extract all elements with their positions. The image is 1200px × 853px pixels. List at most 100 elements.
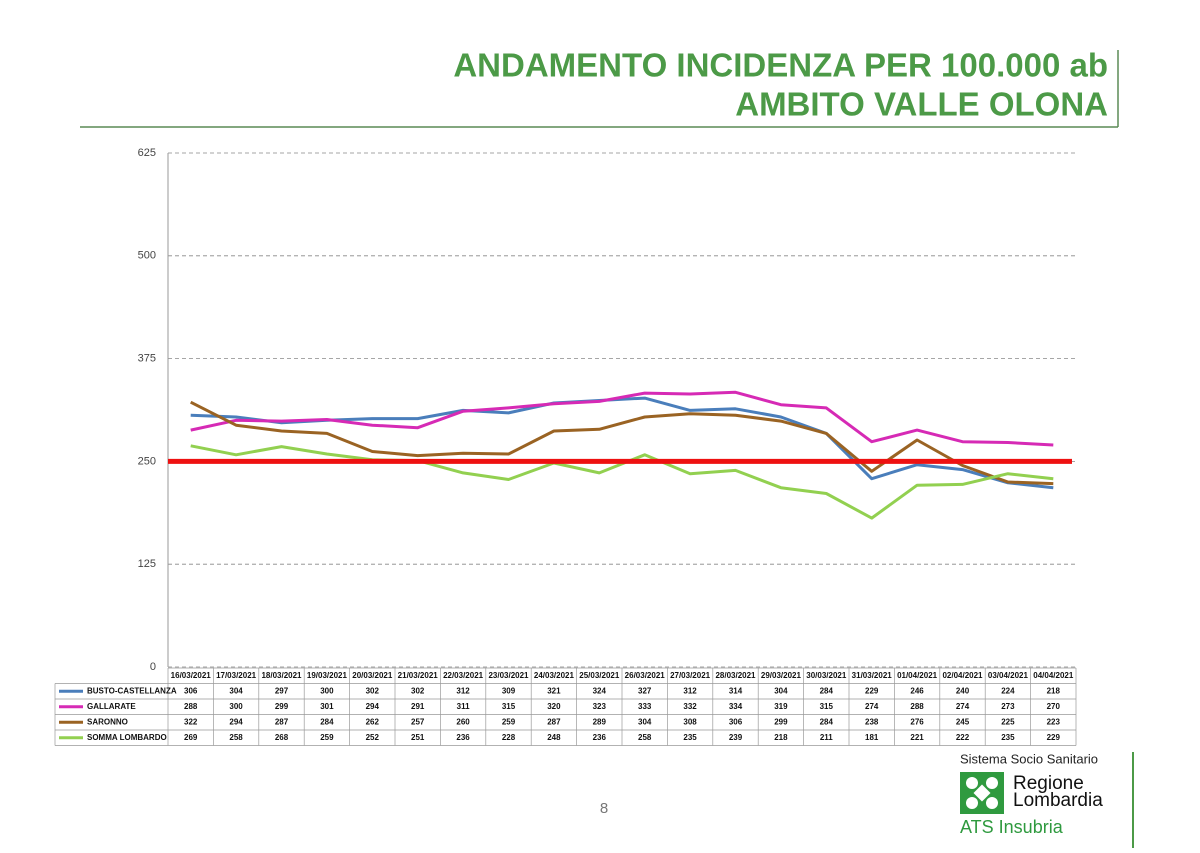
table-cell: 223 <box>1047 717 1061 726</box>
x-tick-label: 19/03/2021 <box>307 671 348 680</box>
table-cell: 288 <box>184 702 198 711</box>
x-tick-label: 18/03/2021 <box>261 671 302 680</box>
table-cell: 287 <box>275 717 289 726</box>
table-cell: 306 <box>184 686 198 695</box>
table-cell: 245 <box>956 717 970 726</box>
table-cell: 321 <box>547 686 561 695</box>
table-cell: 260 <box>456 717 470 726</box>
table-cell: 304 <box>638 717 652 726</box>
table-cell: 294 <box>229 717 243 726</box>
x-tick-label: 27/03/2021 <box>670 671 711 680</box>
table-cell: 258 <box>229 733 243 742</box>
table-cell: 302 <box>411 686 425 695</box>
table-cell: 269 <box>184 733 198 742</box>
table-cell: 284 <box>320 717 334 726</box>
table-cell: 181 <box>865 733 879 742</box>
page-number: 8 <box>600 800 608 817</box>
table-cell: 284 <box>820 717 834 726</box>
table-cell: 297 <box>275 686 289 695</box>
table-cell: 289 <box>593 717 607 726</box>
series-line <box>190 390 1054 447</box>
table-cell: 333 <box>638 702 652 711</box>
table-cell: 304 <box>774 686 788 695</box>
table-cell: 229 <box>1047 733 1061 742</box>
series-line <box>190 444 1054 520</box>
x-tick-label: 17/03/2021 <box>216 671 257 680</box>
table-cell: 222 <box>956 733 970 742</box>
logo-text: Regione <box>1013 773 1084 794</box>
x-tick-label: 28/03/2021 <box>715 671 756 680</box>
table-cell: 314 <box>729 686 743 695</box>
table-cell: 288 <box>910 702 924 711</box>
logo-text: Lombardia <box>1013 790 1103 811</box>
x-tick-label: 01/04/2021 <box>897 671 938 680</box>
x-tick-label: 30/03/2021 <box>806 671 847 680</box>
logo-text: Sistema Socio Sanitario <box>960 751 1098 766</box>
y-tick-label: 250 <box>138 455 156 467</box>
table-cell: 262 <box>366 717 380 726</box>
table-cell: 332 <box>683 702 697 711</box>
table-cell: 322 <box>184 717 198 726</box>
table-cell: 252 <box>366 733 380 742</box>
table-cell: 315 <box>820 702 834 711</box>
table-cell: 276 <box>910 717 924 726</box>
table-cell: 284 <box>820 686 834 695</box>
logo-text: ATS Insubria <box>960 817 1064 837</box>
table-cell: 259 <box>320 733 334 742</box>
table-cell: 334 <box>729 702 743 711</box>
table-cell: 300 <box>320 686 334 695</box>
table-cell: 229 <box>865 686 879 695</box>
x-tick-label: 20/03/2021 <box>352 671 393 680</box>
x-tick-label: 25/03/2021 <box>579 671 620 680</box>
title: ANDAMENTO INCIDENZA PER 100.000 ab <box>453 47 1108 84</box>
table-cell: 236 <box>456 733 470 742</box>
table-cell: 246 <box>910 686 924 695</box>
x-tick-label: 26/03/2021 <box>625 671 666 680</box>
x-tick-label: 24/03/2021 <box>534 671 575 680</box>
table-cell: 301 <box>320 702 334 711</box>
table-cell: 270 <box>1047 702 1061 711</box>
table-cell: 240 <box>956 686 970 695</box>
table-cell: 324 <box>593 686 607 695</box>
table-cell: 236 <box>593 733 607 742</box>
table-cell: 274 <box>956 702 970 711</box>
y-tick-label: 500 <box>138 250 156 262</box>
table-cell: 239 <box>729 733 743 742</box>
table-cell: 327 <box>638 686 652 695</box>
table-cell: 225 <box>1001 717 1015 726</box>
table-cell: 228 <box>502 733 516 742</box>
x-tick-label: 31/03/2021 <box>852 671 893 680</box>
table-cell: 291 <box>411 702 425 711</box>
table-cell: 248 <box>547 733 561 742</box>
table-cell: 235 <box>683 733 697 742</box>
table-cell: 323 <box>593 702 607 711</box>
table-cell: 211 <box>820 733 833 742</box>
table-cell: 309 <box>502 686 516 695</box>
table-cell: 304 <box>229 686 243 695</box>
table-cell: 320 <box>547 702 561 711</box>
table-cell: 238 <box>865 717 879 726</box>
x-tick-label: 16/03/2021 <box>171 671 212 680</box>
table-cell: 299 <box>275 702 289 711</box>
table-cell: 308 <box>683 717 697 726</box>
table-cell: 312 <box>683 686 697 695</box>
table-cell: 300 <box>229 702 243 711</box>
legend-label: SOMMA LOMBARDO <box>87 733 167 742</box>
table-cell: 218 <box>1047 686 1061 695</box>
table-cell: 311 <box>457 702 470 711</box>
table-cell: 306 <box>729 717 743 726</box>
legend-label: SARONNO <box>87 717 128 726</box>
x-tick-label: 21/03/2021 <box>398 671 439 680</box>
table-cell: 294 <box>366 702 380 711</box>
table-cell: 251 <box>411 733 425 742</box>
table-cell: 315 <box>502 702 516 711</box>
y-tick-label: 375 <box>138 353 156 365</box>
table-cell: 224 <box>1001 686 1015 695</box>
table-cell: 235 <box>1001 733 1015 742</box>
table-cell: 268 <box>275 733 289 742</box>
logo-cross <box>966 777 998 809</box>
y-tick-label: 125 <box>138 558 156 570</box>
table-cell: 299 <box>774 717 788 726</box>
x-tick-label: 23/03/2021 <box>488 671 529 680</box>
